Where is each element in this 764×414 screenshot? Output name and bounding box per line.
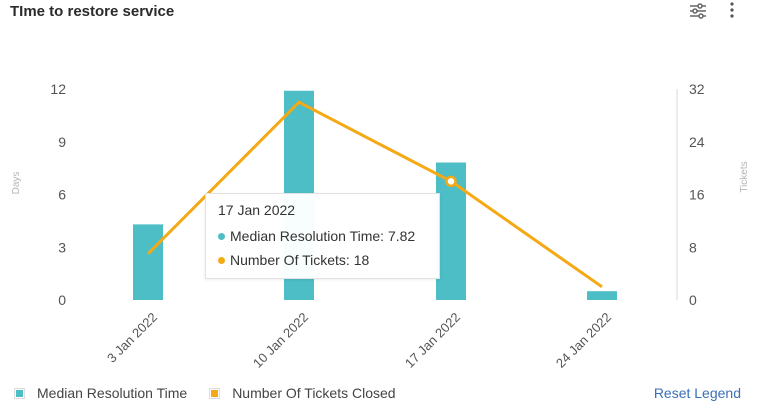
left-tick-label: 9 (58, 134, 66, 150)
line-series (146, 100, 603, 289)
tickets-line (146, 100, 603, 289)
tooltip-row-tickets: Number Of Tickets: 18 (218, 252, 427, 268)
x-tick-label: 24 Jan 2022 (553, 310, 614, 371)
orange-square-icon (209, 387, 221, 399)
left-tick-label: 12 (50, 81, 66, 97)
right-tick-label: 24 (689, 134, 705, 150)
left-axis-title: Days (11, 172, 22, 195)
legend-item-tickets-closed[interactable]: Number Of Tickets Closed (209, 385, 396, 401)
chart-title: TIme to restore service (10, 3, 175, 20)
left-tick-label: 0 (58, 292, 66, 308)
legend-label-median: Median Resolution Time (37, 385, 188, 401)
teal-square-icon (14, 387, 25, 399)
legend-item-median-resolution-time[interactable]: Median Resolution Time (14, 385, 187, 401)
left-tick-label: 6 (58, 187, 66, 203)
bar-3[interactable] (587, 291, 617, 300)
right-tick-label: 32 (689, 81, 705, 97)
bar-0[interactable] (133, 224, 163, 300)
x-axis: 3 Jan 2022 10 Jan 2022 17 Jan 2022 24 Jan 2… (104, 310, 614, 371)
right-tick-label: 16 (689, 187, 705, 203)
right-axis: 0 8 16 24 32 (676, 81, 705, 308)
chart-legend: Median Resolution Time Number Of Tickets… (14, 385, 418, 401)
sliders-icon[interactable] (686, 0, 710, 22)
x-tick-label: 3 Jan 2022 (104, 310, 160, 366)
line-point-hover[interactable] (445, 175, 457, 188)
tooltip-date: 17 Jan 2022 (218, 202, 296, 218)
left-axis: 0 3 6 9 12 (50, 81, 66, 308)
right-tick-label: 8 (689, 239, 697, 255)
legend-label-tickets: Number Of Tickets Closed (232, 385, 396, 401)
chart-tooltip: 17 Jan 2022 Median Resolution Time: 7.82… (205, 193, 440, 279)
more-vertical-icon[interactable] (720, 0, 744, 22)
tooltip-row-median: Median Resolution Time: 7.82 (218, 228, 427, 244)
right-axis-title: Tickets (739, 161, 750, 192)
left-tick-label: 3 (58, 239, 66, 255)
right-tick-label: 0 (689, 292, 697, 308)
tooltip-median-text: Median Resolution Time: 7.82 (230, 228, 416, 244)
reset-legend-link[interactable]: Reset Legend (653, 385, 741, 401)
tooltip-tickets-text: Number Of Tickets: 18 (230, 252, 370, 268)
orange-dot-icon (218, 257, 225, 264)
teal-dot-icon (218, 233, 225, 240)
x-tick-label: 17 Jan 2022 (402, 310, 463, 371)
x-tick-label: 10 Jan 2022 (250, 310, 311, 371)
